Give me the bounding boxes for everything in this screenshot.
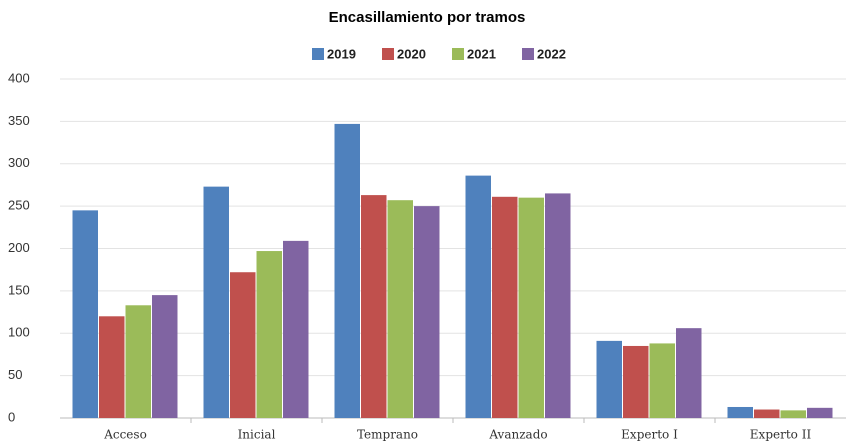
legend-swatch xyxy=(452,48,464,60)
y-tick-label: 400 xyxy=(8,70,30,85)
y-tick-label: 350 xyxy=(8,113,30,128)
x-tick-label: Avanzado xyxy=(488,428,547,442)
bar xyxy=(596,340,622,418)
bar xyxy=(203,186,229,418)
bar xyxy=(152,295,178,418)
bar xyxy=(649,343,675,418)
bar xyxy=(334,123,360,418)
y-tick-label: 100 xyxy=(8,325,30,340)
y-tick-label: 0 xyxy=(8,409,15,424)
bar xyxy=(72,210,98,418)
y-tick-label: 200 xyxy=(8,240,30,255)
bar xyxy=(230,272,256,418)
bar xyxy=(283,240,309,418)
x-tick-label: Inicial xyxy=(238,428,276,442)
bar xyxy=(465,175,491,418)
x-tick-label: Experto II xyxy=(750,428,812,442)
legend-label: 2022 xyxy=(537,46,566,61)
bar xyxy=(623,345,649,418)
bar xyxy=(780,410,806,418)
bar xyxy=(414,206,440,418)
legend-label: 2020 xyxy=(397,46,426,61)
y-tick-label: 250 xyxy=(8,198,30,213)
bar xyxy=(518,197,544,418)
bar xyxy=(99,316,125,418)
bar xyxy=(545,193,571,418)
y-tick-label: 300 xyxy=(8,155,30,170)
bar xyxy=(361,195,387,418)
y-tick-label: 50 xyxy=(8,367,22,382)
bar xyxy=(256,251,282,418)
bar xyxy=(727,406,753,418)
bar xyxy=(676,328,702,418)
chart-title: Encasillamiento por tramos xyxy=(329,9,526,26)
legend-label: 2019 xyxy=(327,46,356,61)
x-tick-label: Experto I xyxy=(621,428,678,442)
legend-label: 2021 xyxy=(467,46,496,61)
legend-swatch xyxy=(522,48,534,60)
bar xyxy=(807,407,833,418)
x-tick-label: Acceso xyxy=(103,428,147,442)
legend-swatch xyxy=(382,48,394,60)
legend-swatch xyxy=(312,48,324,60)
y-tick-label: 150 xyxy=(8,282,30,297)
bar xyxy=(754,409,780,418)
bar xyxy=(387,200,413,418)
x-tick-label: Temprano xyxy=(357,428,418,442)
bar xyxy=(492,196,518,418)
bar xyxy=(125,305,151,418)
